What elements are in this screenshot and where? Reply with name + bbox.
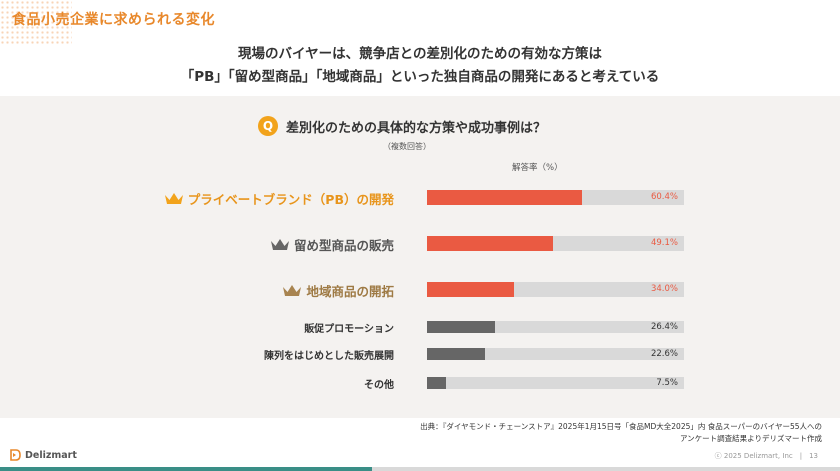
bar-fill-3	[427, 321, 495, 333]
source-line-1: 出典：『ダイヤモンド・チェーンストア』2025年1月15日号「食品MD大全202…	[420, 422, 822, 431]
decorative-dots	[0, 0, 72, 46]
category-label-1: 留め型商品の販売	[270, 235, 394, 254]
question-badge: Q	[258, 116, 278, 136]
bar-value-label: 7.5%	[656, 378, 678, 388]
bottom-strip-gray	[372, 467, 840, 471]
delizmart-logo-icon	[10, 449, 21, 461]
bronze-crown-icon	[283, 284, 302, 296]
question-note: （複数回答）	[383, 142, 431, 151]
bar-fill-4	[427, 348, 486, 360]
brand-name: Delizmart	[25, 449, 77, 461]
category-label-3: 販促プロモーション	[304, 320, 394, 335]
category-text: 地域商品の開拓	[306, 284, 394, 299]
category-label-5: その他	[364, 376, 394, 391]
category-label-4: 陳列をはじめとした販売展開	[264, 347, 394, 362]
brand-logo: Delizmart	[9, 449, 77, 461]
silver-crown-icon	[270, 238, 289, 250]
headline-line-1: 現場のバイヤーは、競争店との差別化のための有効な方策は	[238, 46, 602, 62]
bar-value-label: 49.1%	[650, 238, 678, 248]
category-text: 陳列をはじめとした販売展開	[264, 351, 394, 362]
bar-fill-2	[427, 281, 515, 297]
bar-value-label: 60.4%	[650, 192, 678, 202]
bar-fill-5	[427, 377, 447, 389]
bar-track: 60.4%	[427, 189, 684, 205]
category-text: 留め型商品の販売	[293, 238, 394, 253]
bar-track: 7.5%	[427, 377, 684, 389]
question-row: Q 差別化のための具体的な方策や成功事例は？	[258, 116, 546, 136]
source-note: 出典：『ダイヤモンド・チェーンストア』2025年1月15日号「食品MD大全202…	[420, 421, 822, 445]
category-text: 販促プロモーション	[304, 324, 394, 335]
source-line-2: アンケート調査結果よりデリズマート作成	[679, 434, 822, 443]
chart-panel	[0, 96, 840, 418]
question-text: 差別化のための具体的な方策や成功事例は？	[286, 120, 547, 136]
bar-track: 22.6%	[427, 348, 684, 360]
category-text: その他	[364, 380, 394, 391]
category-label-2: 地域商品の開拓	[282, 281, 394, 300]
axis-label: 解答率（%）	[512, 163, 563, 173]
bar-value-label: 22.6%	[650, 349, 678, 359]
bar-value-label: 26.4%	[650, 322, 678, 332]
copyright-page-number: ⓒ 2025 Delizmart, Inc | 13	[714, 452, 818, 460]
bar-track: 49.1%	[427, 235, 684, 251]
bottom-strip-accent	[0, 467, 372, 471]
bar-fill-1	[427, 235, 554, 251]
bar-track: 26.4%	[427, 321, 684, 333]
bar-fill-0	[427, 189, 583, 205]
headline-line-2: 「PB」「留め型商品」「地域商品」といった独自商品の開発にあると考えている	[180, 69, 660, 85]
category-text: プライベートブランド（PB）の開発	[187, 192, 394, 207]
bar-value-label: 34.0%	[650, 284, 678, 294]
page-title: 食品小売企業に求められる変化	[12, 12, 215, 28]
gold-crown-icon	[164, 192, 183, 204]
category-label-0: プライベートブランド（PB）の開発	[164, 189, 394, 208]
bar-track: 34.0%	[427, 281, 684, 297]
